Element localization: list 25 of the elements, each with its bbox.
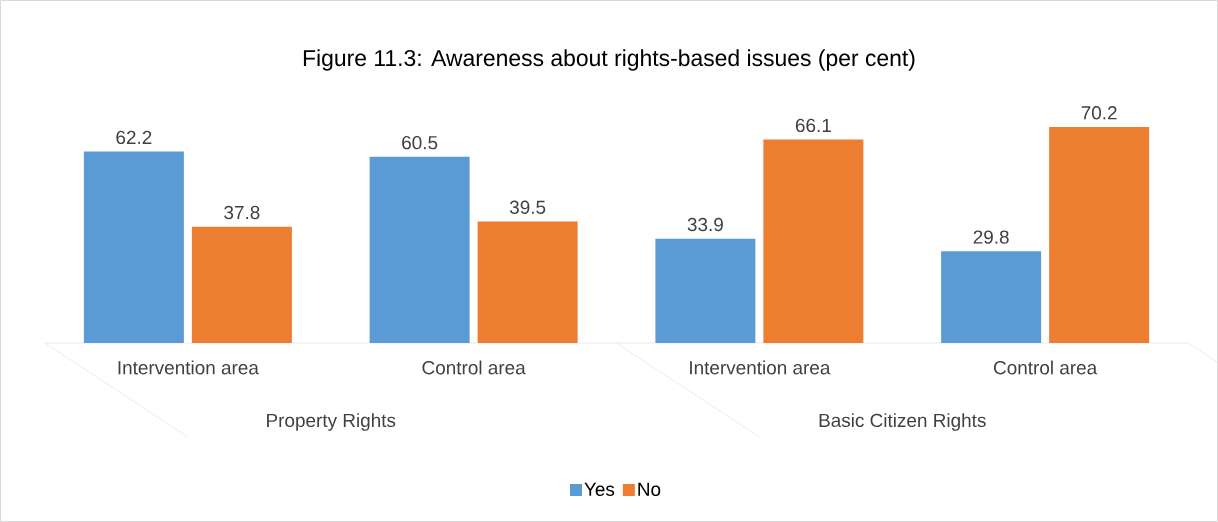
legend-label: No <box>638 482 661 496</box>
data-label: 62.2 <box>116 130 152 145</box>
data-label: 60.5 <box>402 135 438 150</box>
data-label: 33.9 <box>687 217 723 232</box>
data-label: 37.8 <box>224 205 260 220</box>
bar <box>655 238 756 343</box>
text: Property Rights <box>267 413 396 431</box>
data-label: 29.8 <box>973 230 1009 244</box>
bar <box>941 251 1042 343</box>
text: Basic Citizen Rights <box>819 413 986 431</box>
bar <box>83 151 184 343</box>
bar <box>191 226 292 343</box>
data-label: 39.5 <box>509 200 546 214</box>
x-tick-label: Intervention area <box>118 360 259 375</box>
bar <box>1049 127 1150 343</box>
x-tick-label: Control area <box>422 360 526 375</box>
x-tick-label: Control area <box>994 360 1098 375</box>
x-tick-label: Intervention area <box>690 360 831 375</box>
data-label: 70.2 <box>1081 106 1117 120</box>
data-label: 66.1 <box>795 118 831 133</box>
bar <box>763 139 864 343</box>
bar <box>477 221 578 343</box>
chart-title: Figure 11.3: Awareness about rights-based issues (per cent) <box>303 49 915 71</box>
bar <box>369 156 470 343</box>
legend-label: Yes <box>584 482 615 496</box>
